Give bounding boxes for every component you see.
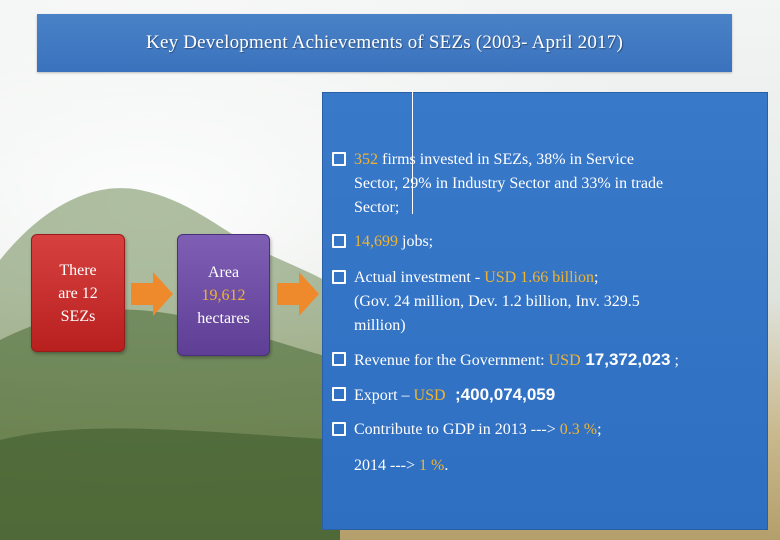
sez-count-line2: are 12: [58, 284, 98, 302]
checkbox-bullet-icon: [332, 422, 346, 436]
checkbox-bullet-icon: [332, 152, 346, 166]
list-item-gdp-2013: Contribute to GDP in 2013 ---> 0.3 %;: [332, 418, 762, 442]
title-banner: Key Development Achievements of SEZs (20…: [37, 14, 732, 72]
investment-text-1: Actual investment -: [354, 269, 485, 286]
list-item-gdp-2014: 2014 ---> 1 %.: [354, 454, 780, 478]
jobs-count: 14,699: [354, 233, 398, 250]
firms-count: 352: [354, 151, 378, 168]
list-item-investment: Actual investment - USD 1.66 billion; (G…: [332, 266, 762, 338]
list-item-revenue: Revenue for the Government: USD 17,372,0…: [332, 348, 762, 373]
sez-area-box: Area 19,612 hectares: [177, 234, 270, 356]
revenue-value: 17,372,023: [580, 350, 671, 369]
firms-text-2: Sector, 29% in Industry Sector and 33% i…: [354, 175, 664, 192]
revenue-currency: USD: [548, 352, 581, 369]
gdp-2013-text: Contribute to GDP in 2013 --->: [354, 421, 560, 438]
arrow-right-icon: [131, 272, 173, 316]
gdp-2013-value: 0.3 %: [559, 421, 598, 438]
export-text: Export –: [354, 387, 414, 404]
revenue-tail: ;: [670, 352, 679, 369]
gdp-2014-text: 2014 --->: [354, 457, 420, 474]
checkbox-bullet-icon: [332, 387, 346, 401]
arrow-right-icon: [277, 272, 319, 316]
investment-semicolon: ;: [593, 269, 599, 286]
list-item-firms: 352 firms invested in SEZs, 38% in Servi…: [332, 148, 762, 220]
sez-area-unit: hectares: [197, 309, 250, 327]
revenue-text: Revenue for the Government:: [354, 352, 549, 369]
investment-text-3: million): [354, 317, 406, 334]
gdp-2014-tail: .: [444, 457, 449, 474]
gdp-2014-value: 1 %: [419, 457, 445, 474]
list-item-jobs: 14,699 jobs;: [332, 230, 762, 254]
sez-count-line3: SEZs: [60, 307, 96, 325]
checkbox-bullet-icon: [332, 352, 346, 366]
export-currency: USD: [413, 387, 446, 404]
checkbox-bullet-icon: [332, 270, 346, 284]
achievements-panel: [322, 92, 768, 530]
firms-text-3: Sector;: [354, 199, 400, 216]
sez-count-line1: There: [59, 261, 97, 279]
sez-area-label: Area: [207, 263, 240, 281]
firms-text-1: firms invested in SEZs, 38% in Service: [378, 151, 634, 168]
investment-amount: USD 1.66 billion: [484, 269, 594, 286]
sez-count-box: There are 12 SEZs: [31, 234, 125, 352]
gdp-2013-tail: ;: [597, 421, 602, 438]
list-item-export: Export – USD ;400,074,059: [332, 383, 762, 408]
page-title: Key Development Achievements of SEZs (20…: [146, 32, 623, 53]
investment-text-2: (Gov. 24 million, Dev. 1.2 billion, Inv.…: [354, 293, 640, 310]
jobs-text: jobs;: [398, 233, 434, 250]
checkbox-bullet-icon: [332, 234, 346, 248]
divider-line: [412, 90, 413, 214]
sez-area-value: 19,612: [201, 286, 246, 304]
export-value: ;400,074,059: [445, 385, 556, 404]
